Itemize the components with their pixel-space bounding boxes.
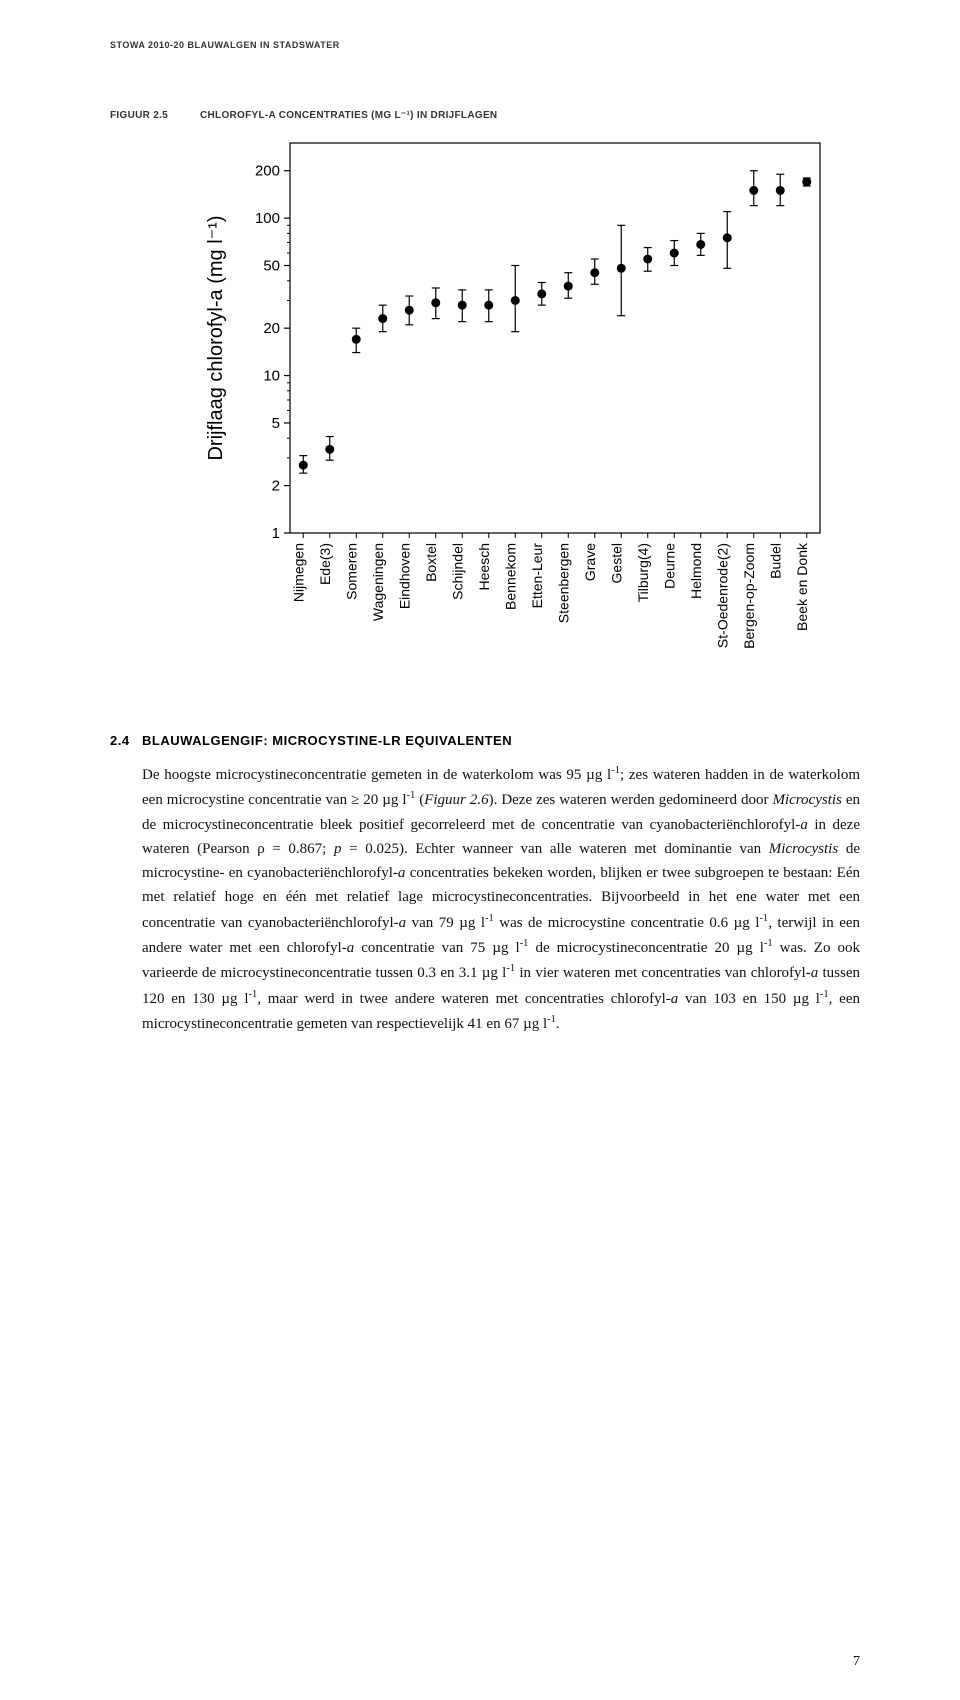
svg-text:Bennekom: Bennekom bbox=[502, 543, 518, 610]
svg-text:100: 100 bbox=[255, 210, 280, 227]
svg-text:10: 10 bbox=[263, 368, 280, 385]
svg-text:Helmond: Helmond bbox=[688, 543, 704, 599]
svg-text:Drijflaag chlorofyl-a (mg l⁻¹): Drijflaag chlorofyl-a (mg l⁻¹) bbox=[205, 215, 227, 460]
svg-text:St-Oedenrode(2): St-Oedenrode(2) bbox=[714, 543, 730, 648]
svg-text:Nijmegen: Nijmegen bbox=[290, 543, 306, 602]
svg-text:Heesch: Heesch bbox=[476, 543, 492, 590]
running-head: STOWA 2010-20 BLAUWALGEN IN STADSWATER bbox=[110, 40, 860, 50]
page-number: 7 bbox=[853, 1654, 860, 1670]
section-heading: 2.4 BLAUWALGENGIF: MICROCYSTINE-LR EQUIV… bbox=[110, 733, 860, 748]
svg-text:5: 5 bbox=[272, 415, 280, 432]
svg-text:2: 2 bbox=[272, 478, 280, 495]
svg-text:Tilburg(4): Tilburg(4) bbox=[635, 543, 651, 602]
figure-title: CHLOROFYL-A CONCENTRATIES (MG L⁻¹) IN DR… bbox=[200, 110, 860, 121]
svg-text:Bergen-op-Zoom: Bergen-op-Zoom bbox=[741, 543, 757, 649]
svg-text:Ede(3): Ede(3) bbox=[317, 543, 333, 585]
svg-text:20: 20 bbox=[263, 320, 280, 337]
svg-text:1: 1 bbox=[272, 525, 280, 542]
section-title: BLAUWALGENGIF: MICROCYSTINE-LR EQUIVALEN… bbox=[142, 733, 512, 748]
svg-text:Budel: Budel bbox=[767, 543, 783, 579]
svg-text:Schijndel: Schijndel bbox=[449, 543, 465, 600]
svg-text:200: 200 bbox=[255, 163, 280, 180]
svg-text:Beek en Donk: Beek en Donk bbox=[794, 542, 810, 631]
svg-text:Gestel: Gestel bbox=[608, 543, 624, 583]
chlorofyl-chart: 1 2 5 10 20 50 100 200 Drijflaag chlorofyl-a (mg… bbox=[200, 133, 840, 693]
body-paragraph: De hoogste microcystineconcentratie geme… bbox=[142, 762, 860, 1036]
svg-text:Boxtel: Boxtel bbox=[423, 543, 439, 582]
figure-block: FIGUUR 2.5 CHLOROFYL-A CONCENTRATIES (MG… bbox=[110, 110, 860, 693]
svg-text:Eindhoven: Eindhoven bbox=[396, 543, 412, 609]
svg-text:Steenbergen: Steenbergen bbox=[555, 543, 571, 623]
svg-text:Grave: Grave bbox=[582, 543, 598, 581]
svg-text:Wageningen: Wageningen bbox=[370, 543, 386, 621]
figure-number: FIGUUR 2.5 bbox=[110, 110, 200, 121]
svg-text:50: 50 bbox=[263, 258, 280, 275]
chart-container: 1 2 5 10 20 50 100 200 Drijflaag chlorofyl-a (mg… bbox=[200, 133, 860, 693]
svg-text:Someren: Someren bbox=[343, 543, 359, 600]
section-number: 2.4 bbox=[110, 733, 142, 748]
svg-text:Deurne: Deurne bbox=[661, 543, 677, 589]
svg-text:Etten-Leur: Etten-Leur bbox=[529, 543, 545, 609]
